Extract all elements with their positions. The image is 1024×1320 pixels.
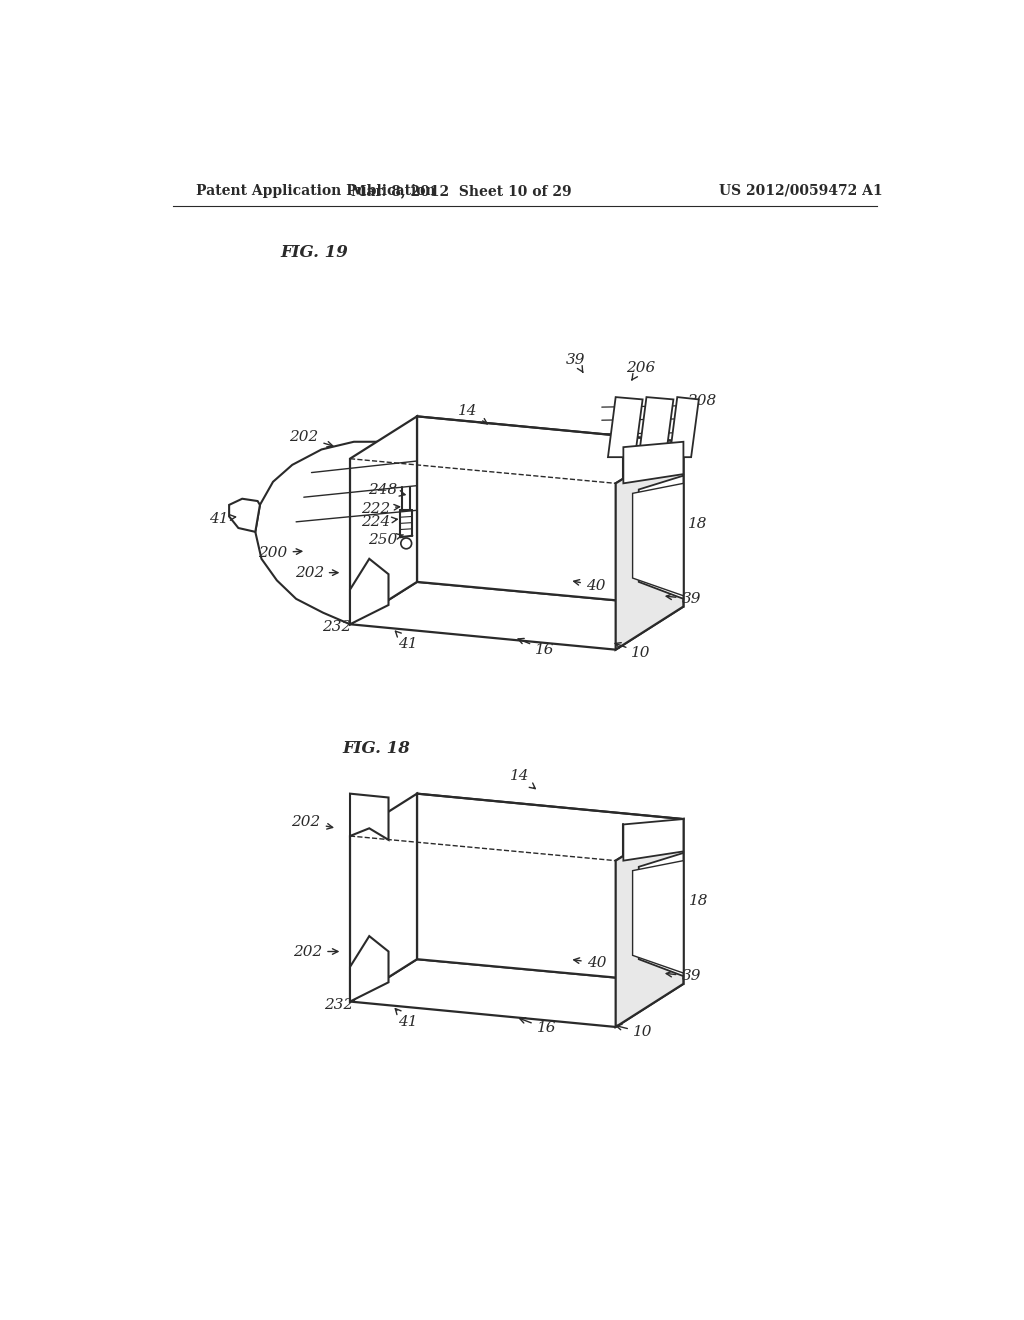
Polygon shape xyxy=(255,442,431,624)
Polygon shape xyxy=(350,793,388,840)
Polygon shape xyxy=(350,793,417,1002)
Polygon shape xyxy=(417,416,683,607)
Text: 41: 41 xyxy=(395,1008,418,1030)
Polygon shape xyxy=(608,397,643,457)
Polygon shape xyxy=(639,397,674,457)
Polygon shape xyxy=(624,442,683,483)
Text: 10: 10 xyxy=(615,643,651,660)
Text: 18: 18 xyxy=(670,517,707,531)
Text: 14: 14 xyxy=(458,404,487,424)
Text: 224: 224 xyxy=(360,515,397,529)
Text: 202: 202 xyxy=(295,566,338,579)
Text: 39: 39 xyxy=(667,591,700,606)
Text: US 2012/0059472 A1: US 2012/0059472 A1 xyxy=(719,183,883,198)
Text: FIG. 19: FIG. 19 xyxy=(281,244,348,261)
Polygon shape xyxy=(350,558,388,624)
Text: 39: 39 xyxy=(566,354,586,372)
Text: 232: 232 xyxy=(324,995,358,1012)
Polygon shape xyxy=(633,483,683,595)
Text: 16: 16 xyxy=(519,1018,556,1035)
Text: 41: 41 xyxy=(395,631,418,651)
Polygon shape xyxy=(229,499,260,532)
Polygon shape xyxy=(417,793,683,983)
Text: 41: 41 xyxy=(209,512,236,525)
Text: 200: 200 xyxy=(258,545,302,560)
Polygon shape xyxy=(350,582,683,649)
Text: 222: 222 xyxy=(360,502,399,516)
Text: 232: 232 xyxy=(323,618,357,634)
Text: 14: 14 xyxy=(510,770,536,788)
Text: 206: 206 xyxy=(626,360,655,380)
Polygon shape xyxy=(615,818,683,1027)
Polygon shape xyxy=(639,853,683,977)
Polygon shape xyxy=(350,416,417,624)
Polygon shape xyxy=(639,475,683,599)
Text: 40: 40 xyxy=(573,956,606,970)
Text: 202: 202 xyxy=(292,816,333,829)
Polygon shape xyxy=(633,861,683,973)
Polygon shape xyxy=(350,960,683,1027)
Polygon shape xyxy=(615,442,683,649)
Text: 250: 250 xyxy=(369,532,403,546)
Text: 16: 16 xyxy=(518,639,555,656)
Text: FIG. 18: FIG. 18 xyxy=(342,739,411,756)
Text: 208: 208 xyxy=(678,393,717,408)
Text: 202: 202 xyxy=(289,430,333,447)
Text: 202: 202 xyxy=(293,945,338,958)
Polygon shape xyxy=(350,936,388,1002)
Text: Patent Application Publication: Patent Application Publication xyxy=(196,183,435,198)
Text: 248: 248 xyxy=(369,483,406,496)
Text: 10: 10 xyxy=(616,1024,652,1039)
Polygon shape xyxy=(670,397,698,457)
Text: 39: 39 xyxy=(667,969,700,983)
Text: 18: 18 xyxy=(671,895,709,908)
Polygon shape xyxy=(624,818,683,861)
Text: 40: 40 xyxy=(573,578,605,593)
Text: Mar. 8, 2012  Sheet 10 of 29: Mar. 8, 2012 Sheet 10 of 29 xyxy=(351,183,572,198)
